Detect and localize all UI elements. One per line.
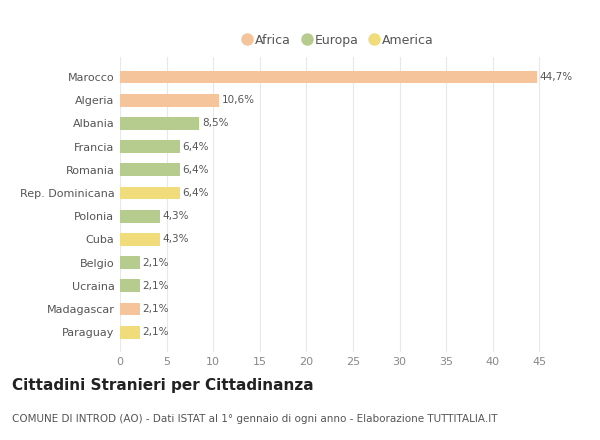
Bar bbox=[120, 256, 140, 269]
Text: 44,7%: 44,7% bbox=[539, 72, 572, 82]
Text: 6,4%: 6,4% bbox=[182, 188, 209, 198]
Bar bbox=[120, 210, 160, 223]
Bar bbox=[120, 117, 199, 130]
Bar bbox=[120, 94, 219, 106]
Bar bbox=[120, 140, 179, 153]
Text: 6,4%: 6,4% bbox=[182, 165, 209, 175]
Bar bbox=[120, 70, 536, 83]
Text: COMUNE DI INTROD (AO) - Dati ISTAT al 1° gennaio di ogni anno - Elaborazione TUT: COMUNE DI INTROD (AO) - Dati ISTAT al 1°… bbox=[12, 414, 497, 424]
Bar bbox=[120, 187, 179, 199]
Bar bbox=[120, 326, 140, 339]
Text: Cittadini Stranieri per Cittadinanza: Cittadini Stranieri per Cittadinanza bbox=[12, 378, 314, 393]
Bar bbox=[120, 163, 179, 176]
Bar bbox=[120, 303, 140, 315]
Legend: Africa, Europa, America: Africa, Europa, America bbox=[244, 34, 434, 47]
Text: 2,1%: 2,1% bbox=[142, 304, 169, 314]
Text: 4,3%: 4,3% bbox=[163, 211, 190, 221]
Text: 2,1%: 2,1% bbox=[142, 327, 169, 337]
Text: 10,6%: 10,6% bbox=[221, 95, 254, 105]
Text: 2,1%: 2,1% bbox=[142, 257, 169, 268]
Text: 4,3%: 4,3% bbox=[163, 235, 190, 244]
Text: 6,4%: 6,4% bbox=[182, 142, 209, 152]
Bar bbox=[120, 233, 160, 246]
Text: 2,1%: 2,1% bbox=[142, 281, 169, 291]
Bar bbox=[120, 279, 140, 292]
Text: 8,5%: 8,5% bbox=[202, 118, 229, 128]
